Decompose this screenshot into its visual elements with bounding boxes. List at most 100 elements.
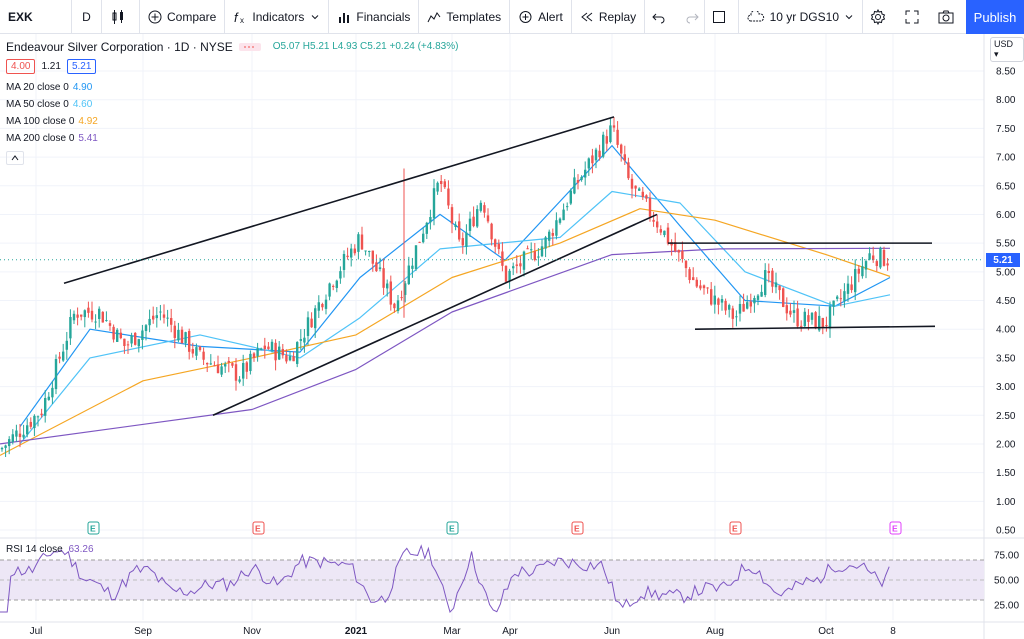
chart-type-button[interactable] [102, 0, 140, 34]
candle-body [767, 270, 770, 274]
rsi-band [0, 560, 984, 600]
candle-body [335, 280, 338, 288]
symbol-search-button[interactable]: EXK [0, 0, 72, 34]
time-tick-label: 8 [890, 626, 896, 637]
ma-200-legend[interactable]: MA 200 close 0 5.41 [6, 130, 458, 147]
price-tick-label: 6.00 [996, 210, 1016, 221]
svg-text:f: f [234, 10, 239, 24]
ma-20-legend[interactable]: MA 20 close 0 4.90 [6, 79, 458, 96]
candle-body [188, 331, 191, 352]
candle-body [519, 263, 522, 267]
candle-body [296, 342, 299, 364]
candle-body [238, 379, 241, 382]
candle-body [44, 397, 47, 416]
candle-body [537, 256, 540, 258]
compare-symbol-button[interactable]: 10 yr DGS10 [737, 0, 863, 34]
candle-body [249, 353, 252, 372]
candle-body [494, 239, 497, 247]
candle-body [432, 188, 436, 219]
candle-body [490, 223, 493, 240]
plus-circle-icon [148, 10, 162, 23]
financials-button[interactable]: Financials [329, 0, 420, 34]
ask-price-box[interactable]: 5.21 [66, 58, 97, 74]
price-tick-label: 1.50 [996, 468, 1016, 479]
symbol-title[interactable]: Endeavour Silver Corporation · 1D · NYSE [6, 39, 233, 54]
price-tick-label: 5.00 [996, 267, 1016, 278]
templates-button[interactable]: Templates [419, 0, 511, 34]
candle-body [666, 227, 670, 244]
currency-dropdown[interactable]: USD ▾ [990, 37, 1024, 62]
rsi-legend[interactable]: RSI 14 close 63.26 [6, 544, 94, 555]
candle-body [605, 136, 608, 144]
candle-body [562, 209, 565, 221]
time-tick-label: Jul [30, 626, 43, 637]
candle-body [573, 177, 576, 194]
layout-button[interactable] [703, 0, 738, 34]
ma-50-legend[interactable]: MA 50 close 0 4.60 [6, 96, 458, 113]
replay-button[interactable]: Replay [572, 0, 646, 34]
candle-body [886, 263, 889, 266]
ma-100-legend[interactable]: MA 100 close 0 4.92 [6, 113, 458, 130]
candle-body [310, 318, 313, 328]
alarm-clock-icon [519, 11, 532, 23]
earnings-marker [571, 521, 584, 535]
bid-price-box[interactable]: 4.00 [6, 58, 36, 74]
candle-body [785, 305, 788, 314]
candle-body [285, 355, 288, 362]
candle-body [533, 251, 536, 261]
candle-body [832, 300, 835, 307]
candle-body [94, 321, 97, 323]
snapshot-button[interactable] [931, 0, 966, 34]
candle-body [882, 249, 886, 266]
candle-body [695, 279, 698, 287]
collapse-legend-button[interactable] [6, 151, 24, 165]
candle-body [339, 271, 342, 279]
candle-body [36, 416, 40, 418]
candle-body [594, 149, 598, 161]
candle-body [11, 434, 14, 442]
candle-body [638, 188, 641, 191]
interval-button[interactable]: D [72, 0, 102, 34]
candle-body [821, 317, 824, 328]
time-axis: Jul Sep Nov 2021 Mar Apr Jun Aug Oct 8 [30, 626, 897, 637]
candle-body [652, 219, 655, 222]
candle-body [4, 445, 7, 448]
candle-body [116, 329, 119, 342]
rsi-tick-label: 50.00 [994, 576, 1019, 587]
candle-body [112, 326, 115, 340]
publish-button[interactable]: Publish [966, 0, 1024, 34]
time-tick-label: Jun [604, 626, 620, 637]
candle-body [152, 315, 155, 320]
candle-body [846, 283, 850, 294]
candle-body [774, 282, 778, 288]
candle-body [418, 241, 421, 243]
candle-body [252, 353, 256, 358]
bar-chart-icon [339, 12, 350, 23]
compare-label: Compare [167, 9, 217, 24]
candle-body [26, 425, 29, 435]
redo-button[interactable] [678, 0, 711, 34]
templates-icon [427, 11, 441, 22]
compare-button[interactable]: Compare [140, 0, 226, 34]
earnings-marker-label: E [90, 524, 96, 534]
candle-body [724, 300, 727, 311]
price-tick-label: 1.00 [996, 497, 1016, 508]
candle-body [879, 247, 882, 268]
ma-100-line [0, 208, 891, 456]
candle-body [170, 318, 173, 325]
candle-body [119, 332, 122, 339]
alert-button[interactable]: Alert [510, 0, 572, 34]
settings-button[interactable] [863, 0, 898, 34]
candle-body [422, 233, 425, 243]
fullscreen-button[interactable] [898, 0, 931, 34]
undo-button[interactable] [645, 0, 678, 34]
candle-body [656, 221, 659, 228]
candle-body [648, 197, 652, 217]
candle-body [450, 207, 454, 224]
candle-body [371, 250, 374, 264]
candle-body [429, 217, 432, 223]
candle-body [346, 255, 349, 258]
candle-body [875, 261, 878, 267]
